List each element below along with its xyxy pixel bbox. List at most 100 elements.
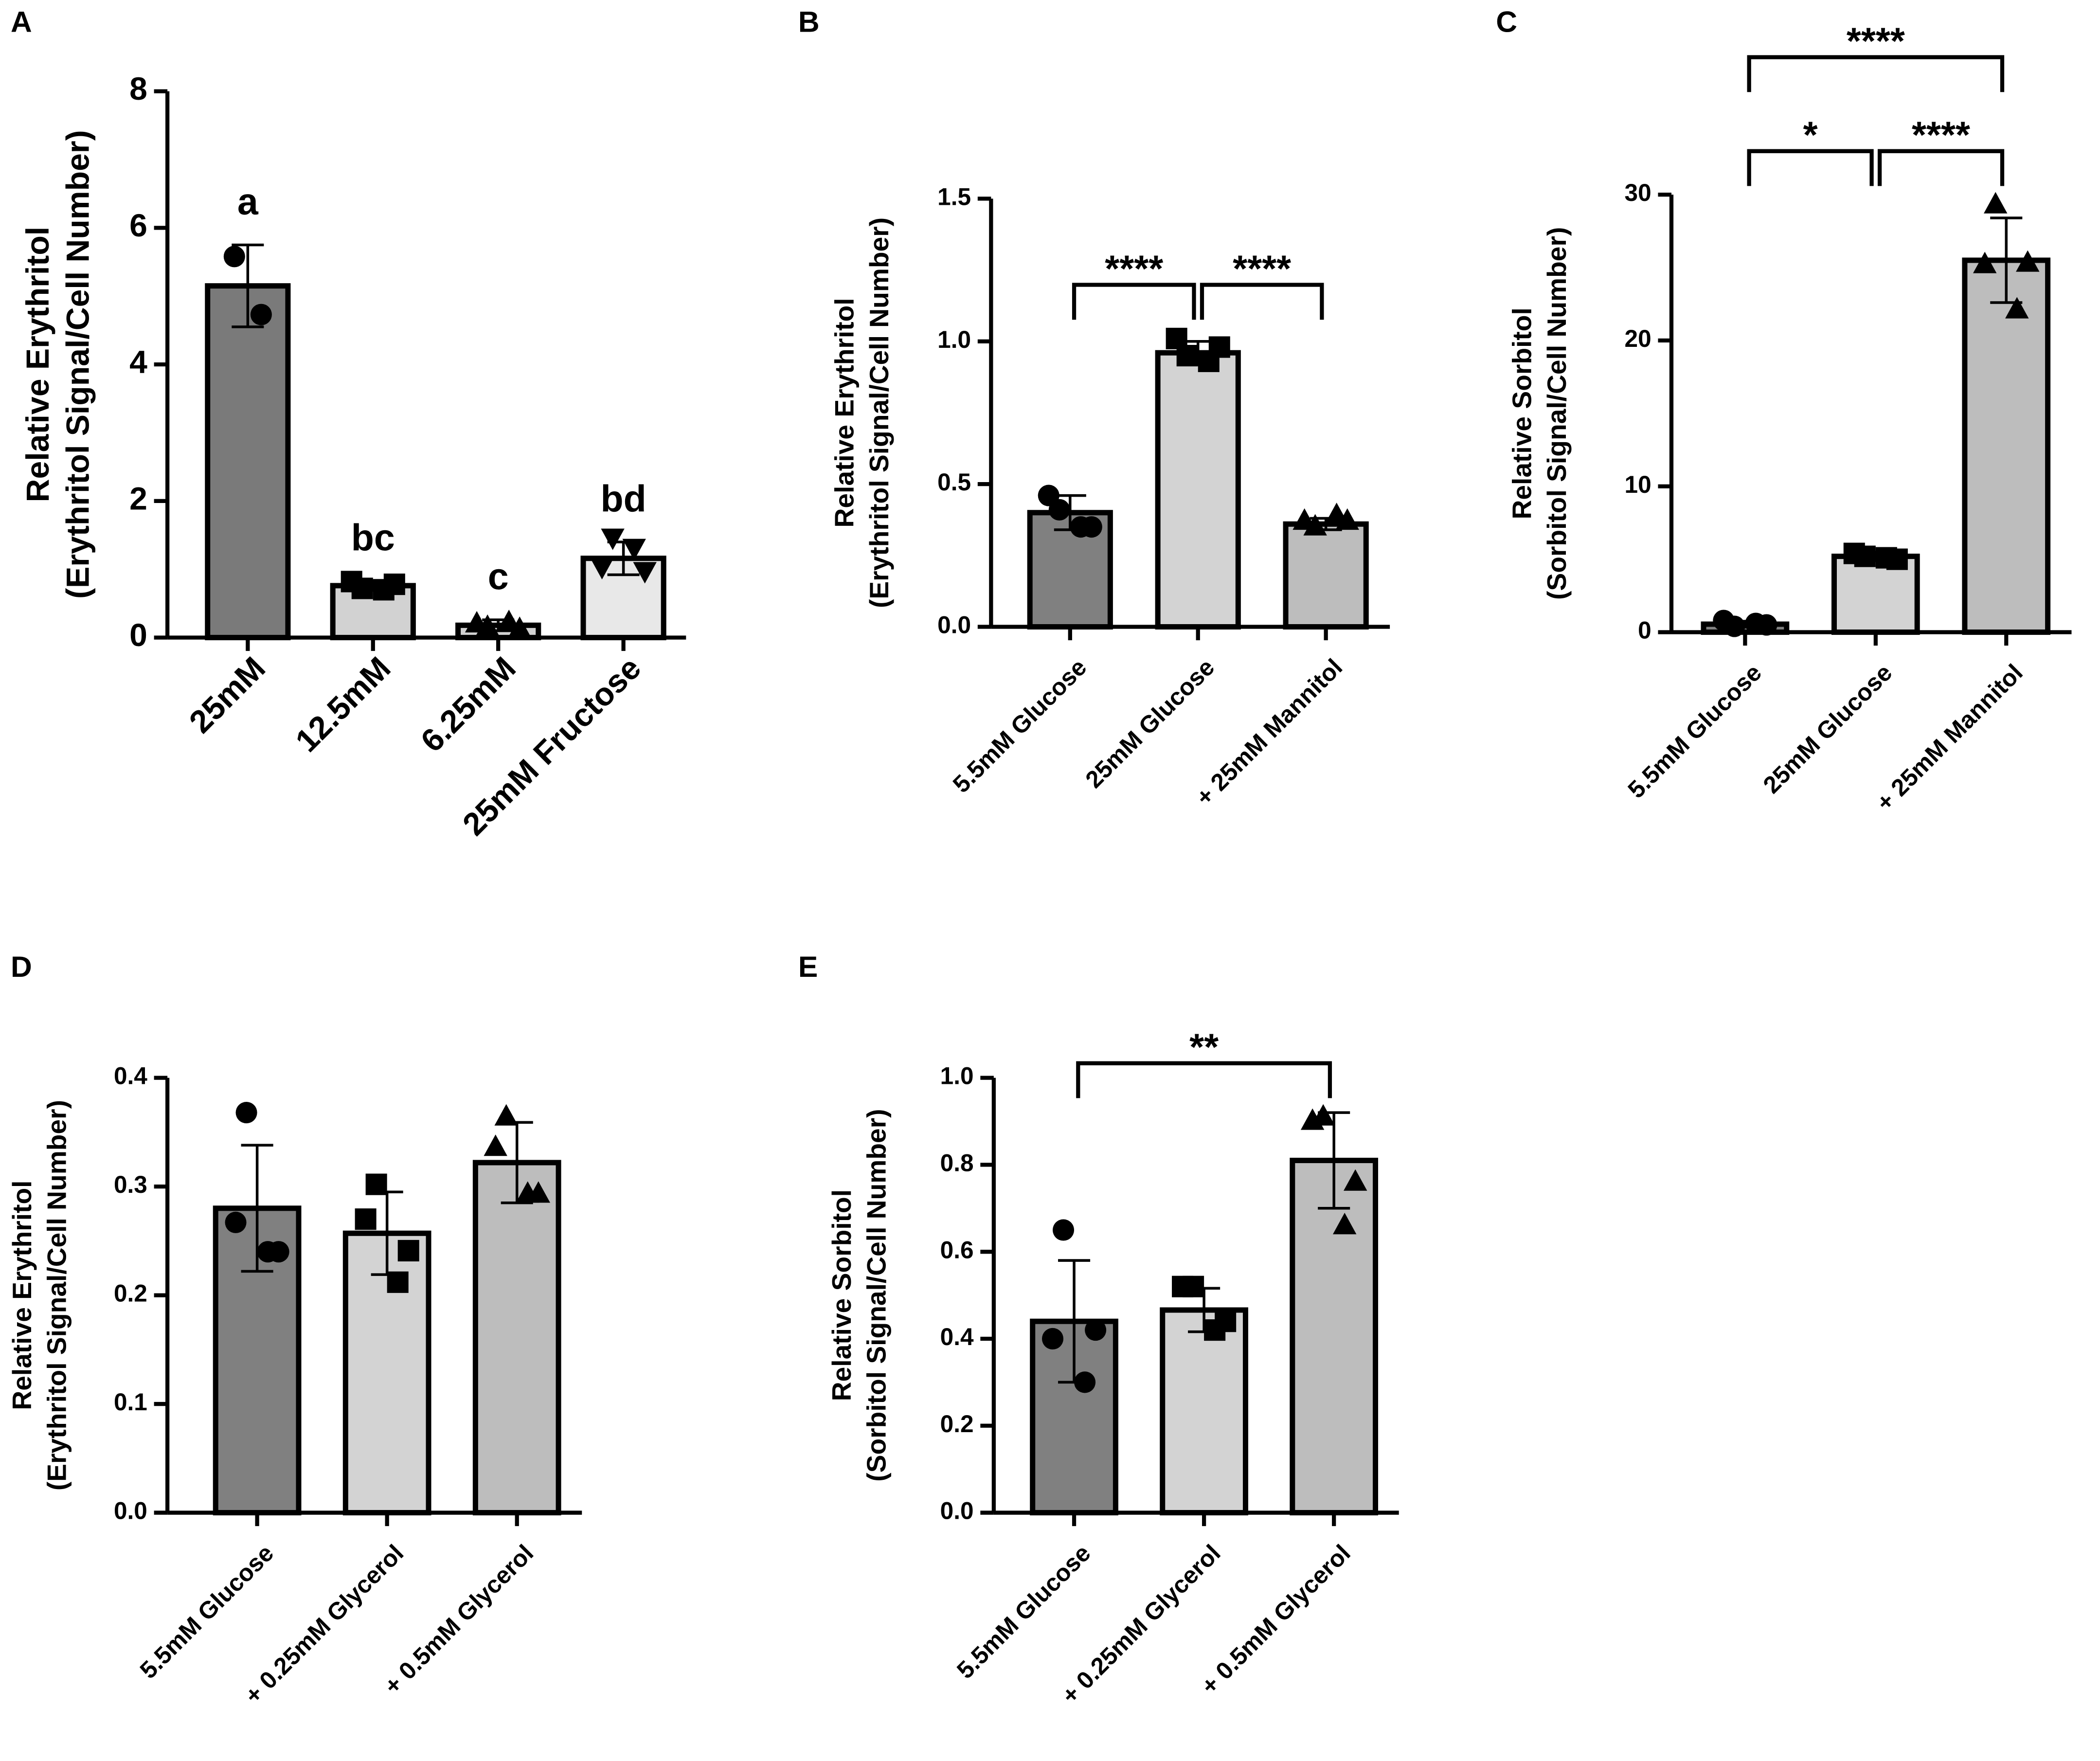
bar	[1290, 1157, 1379, 1516]
x-tick-label: 25mM Glucose	[1080, 653, 1220, 793]
panel-label: E	[798, 950, 818, 983]
y-tick-label: 6	[129, 208, 147, 244]
data-point	[1074, 1371, 1096, 1393]
y-tick-label: 0.0	[937, 611, 971, 639]
data-point	[387, 1271, 409, 1293]
y-tick-label: 2	[129, 481, 147, 517]
data-point	[2016, 250, 2040, 272]
data-point	[1166, 327, 1187, 349]
y-tick-label: 0.0	[114, 1497, 147, 1525]
x-tick-label: 5.5mM Glucose	[1622, 659, 1767, 803]
data-point	[1875, 547, 1897, 569]
x-tick-label: 5.5mM Glucose	[948, 653, 1092, 798]
data-point	[225, 1211, 247, 1233]
annotation: c	[488, 556, 509, 598]
x-tick-label: 25mM	[182, 650, 272, 740]
data-point	[365, 1173, 387, 1195]
y-tick-label: 0.4	[940, 1323, 974, 1350]
x-tick-label: 12.5mM	[289, 650, 398, 759]
data-point	[1343, 1169, 1367, 1191]
significance-bracket	[1877, 149, 2005, 186]
significance-bracket	[1076, 1061, 1332, 1098]
x-tick-label: 6.25mM	[414, 650, 523, 759]
bar	[1155, 350, 1241, 630]
y-tick-label: 10	[1625, 471, 1651, 498]
significance-bracket	[1072, 283, 1196, 320]
y-axis-label: Relative Sorbitol	[1507, 307, 1537, 519]
y-tick-label: 0.8	[940, 1149, 974, 1176]
bar	[472, 1160, 561, 1516]
y-tick-label: 1.0	[937, 326, 971, 353]
data-point	[633, 562, 657, 584]
significance-bracket	[1747, 149, 1874, 186]
y-tick-label: 0.4	[114, 1062, 147, 1090]
panel-label: D	[11, 950, 32, 983]
significance-label: ****	[1847, 20, 1905, 62]
significance-label: ****	[1912, 114, 1970, 156]
bar	[1962, 257, 2051, 635]
y-axis-label: Relative Erythritol	[829, 298, 860, 527]
panel-label: A	[11, 5, 32, 38]
data-point	[1041, 1328, 1064, 1350]
x-tick-label: + 25mM Mannitol	[1871, 659, 2028, 816]
data-point	[465, 611, 489, 633]
data-point	[2005, 297, 2029, 319]
y-tick-label: 1.5	[937, 183, 971, 210]
data-point	[397, 1240, 419, 1262]
y-tick-label: 0.2	[114, 1280, 147, 1307]
y-axis-label: Relative Sorbitol	[826, 1189, 857, 1401]
y-tick-label: 1.0	[940, 1062, 974, 1090]
data-point	[1070, 516, 1092, 538]
data-point	[1325, 503, 1348, 524]
data-point	[1172, 1276, 1194, 1297]
y-tick-label: 0	[129, 617, 147, 653]
significance-label: **	[1189, 1026, 1219, 1068]
data-point	[1843, 542, 1865, 564]
data-point	[235, 1102, 257, 1124]
data-point	[516, 1181, 539, 1203]
significance-label: ****	[1105, 248, 1163, 289]
y-tick-label: 0.0	[940, 1497, 974, 1525]
x-tick-label: 5.5mM Glucose	[135, 1539, 279, 1684]
data-point	[494, 1104, 518, 1126]
data-point	[1053, 1219, 1075, 1241]
y-tick-label: 0.1	[114, 1388, 147, 1416]
y-tick-label: 0.3	[114, 1171, 147, 1198]
y-axis-label: Relative Erythritol	[20, 227, 56, 503]
panel-label: B	[798, 5, 820, 38]
y-tick-label: 0.6	[940, 1236, 974, 1263]
data-point	[1984, 192, 2008, 214]
data-point	[508, 616, 532, 638]
bar	[1283, 521, 1369, 630]
error-bar	[241, 1144, 273, 1273]
bar	[205, 283, 291, 641]
significance-label: *	[1803, 114, 1818, 156]
data-point	[1335, 508, 1359, 530]
significance-label: ****	[1233, 248, 1291, 289]
significance-bracket	[1200, 283, 1324, 320]
data-point	[622, 539, 646, 560]
data-point	[355, 1208, 377, 1230]
data-point	[257, 1241, 279, 1263]
data-point	[601, 528, 625, 550]
data-point	[1303, 514, 1327, 536]
y-axis-label: Relative Erythritol	[7, 1181, 37, 1410]
data-point	[590, 557, 614, 580]
annotation: bd	[601, 478, 646, 520]
y-axis-label: (Sorbitol Signal/Cell Number)	[862, 1109, 892, 1481]
data-point	[341, 571, 362, 593]
data-point	[1292, 508, 1316, 530]
data-point	[1204, 1319, 1226, 1341]
data-point	[1198, 350, 1220, 372]
y-axis-label: (Erythritol Signal/Cell Number)	[42, 1100, 72, 1491]
y-tick-label: 30	[1625, 179, 1651, 206]
data-point	[1332, 1213, 1357, 1235]
annotation: a	[237, 181, 259, 223]
data-point	[1973, 252, 1997, 273]
data-point	[223, 246, 245, 268]
y-axis-label: (Erythritol Signal/Cell Number)	[60, 130, 96, 599]
y-tick-label: 0.2	[940, 1410, 974, 1438]
data-point	[373, 579, 395, 601]
x-tick-label: 5.5mM Glucose	[951, 1539, 1096, 1684]
